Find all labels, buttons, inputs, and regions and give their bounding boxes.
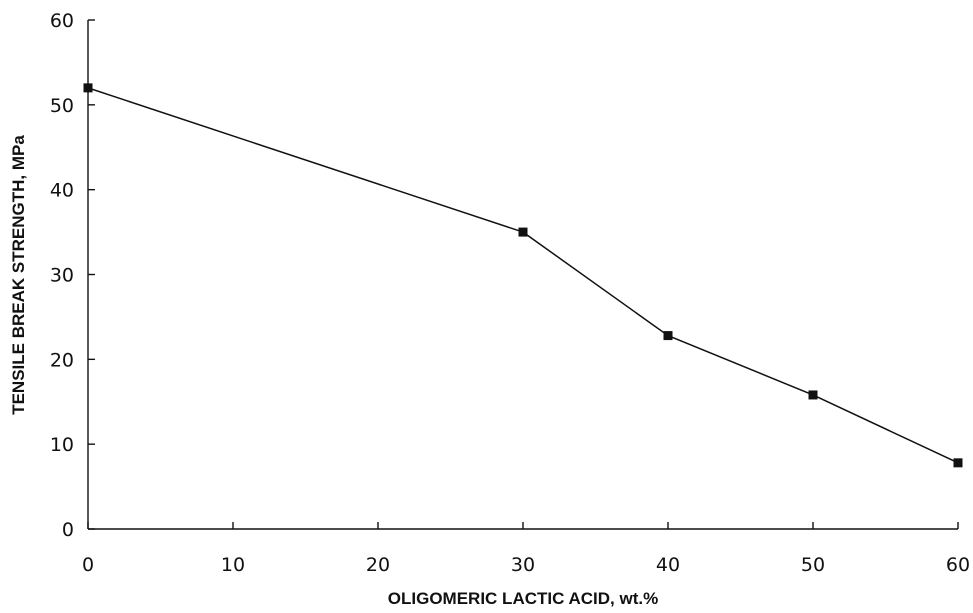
x-tick-label: 30 xyxy=(511,554,535,576)
x-tick-label: 40 xyxy=(656,554,680,576)
x-axis-title: OLIGOMERIC LACTIC ACID, wt.% xyxy=(388,589,658,608)
y-axis-title: TENSILE BREAK STRENGTH, MPa xyxy=(9,135,28,415)
data-point-marker xyxy=(808,390,818,400)
data-point-marker xyxy=(663,331,673,341)
y-tick-label: 20 xyxy=(50,349,74,371)
plot-area: 0 10 20 30 40 50 60 0 10 20 30 40 50 60 xyxy=(50,10,970,576)
data-point-marker xyxy=(518,227,528,237)
x-tick-label: 60 xyxy=(946,554,970,576)
series-line xyxy=(87,87,959,464)
y-tick-label: 60 xyxy=(50,10,74,32)
x-axis-ticks: 0 10 20 30 40 50 60 xyxy=(82,522,970,576)
y-tick-label: 30 xyxy=(50,265,74,287)
series-group xyxy=(83,83,963,468)
x-tick-label: 20 xyxy=(366,554,390,576)
x-tick-label: 10 xyxy=(221,554,245,576)
y-axis-ticks: 0 10 20 30 40 50 60 xyxy=(50,10,95,541)
y-tick-label: 50 xyxy=(50,95,74,117)
x-tick-label: 50 xyxy=(801,554,825,576)
y-tick-label: 10 xyxy=(50,434,74,456)
y-tick-label: 0 xyxy=(62,519,74,541)
data-point-marker xyxy=(953,458,963,468)
x-tick-label: 0 xyxy=(82,554,94,576)
data-point-marker xyxy=(83,83,93,93)
y-tick-label: 40 xyxy=(50,180,74,202)
